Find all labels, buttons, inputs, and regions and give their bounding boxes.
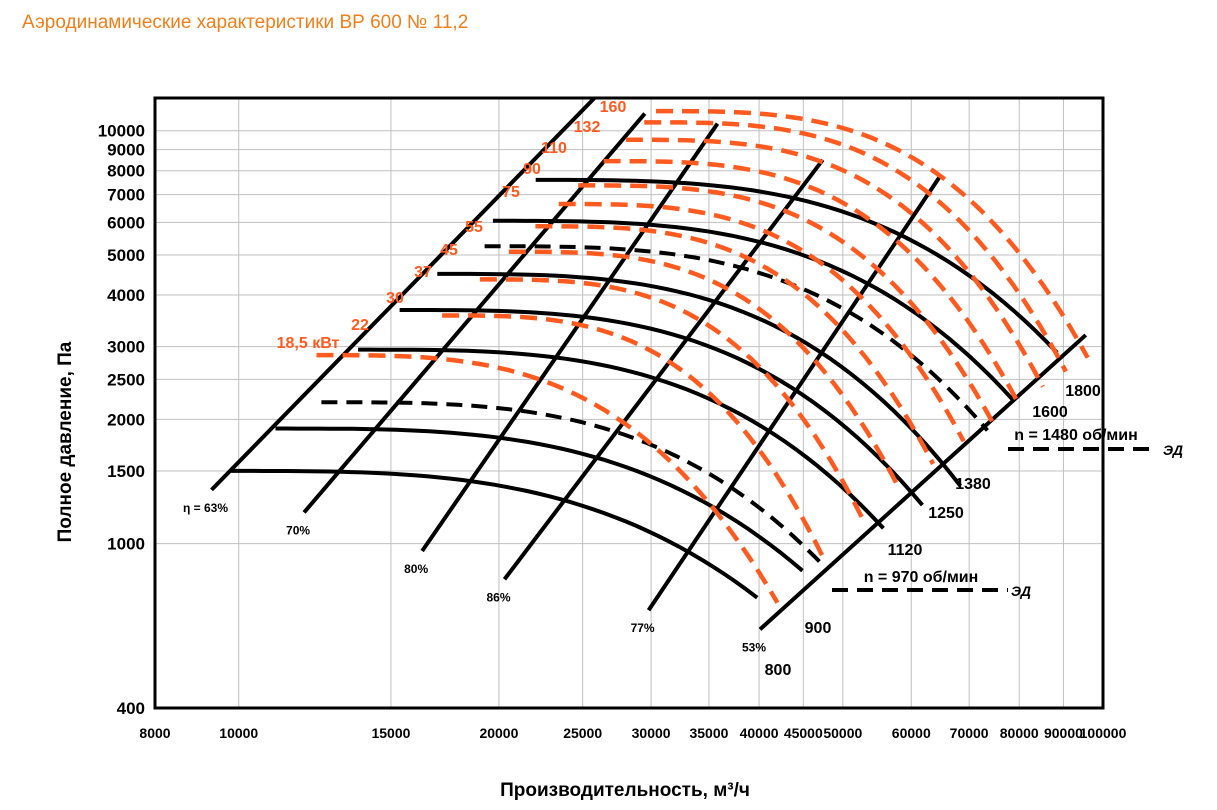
efficiency-label: 70% xyxy=(286,523,310,537)
motor-curve xyxy=(484,244,989,432)
power-label: 45 xyxy=(440,242,458,259)
y-tick-label: 8000 xyxy=(107,162,145,181)
efficiency-label: 86% xyxy=(486,590,510,604)
x-tick-label: 30000 xyxy=(632,725,671,741)
plot-frame xyxy=(153,96,1105,710)
speed-curve xyxy=(399,308,924,507)
y-tick-label: 6000 xyxy=(107,213,145,232)
power-label: 55 xyxy=(465,219,483,236)
power-curve xyxy=(625,137,1045,388)
power-label: 18,5 кВт xyxy=(277,335,340,352)
x-tick-label: 50000 xyxy=(823,725,862,741)
y-tick-label: 1000 xyxy=(107,535,145,554)
rpm-label: 1250 xyxy=(928,505,964,522)
motor-rpm-label: n = 970 об/мин xyxy=(864,569,979,586)
y-tick-label: 2000 xyxy=(107,410,145,429)
power-curve xyxy=(479,277,866,522)
x-tick-label: 40000 xyxy=(740,725,779,741)
efficiency-line xyxy=(758,333,1088,631)
y-tick-label: 4000 xyxy=(107,286,145,305)
rpm-label: 800 xyxy=(765,662,792,679)
power-label: 90 xyxy=(523,161,541,178)
rpm-label: 1800 xyxy=(1065,383,1101,400)
x-tick-label: 10000 xyxy=(219,725,258,741)
speed-curve xyxy=(358,347,885,530)
speed-curve xyxy=(535,177,1059,355)
power-label: 132 xyxy=(574,119,601,136)
power-label: 22 xyxy=(351,317,369,334)
power-label: 75 xyxy=(502,184,520,201)
x-tick-label: 25000 xyxy=(563,725,602,741)
x-axis-label: Производительность, м³/ч xyxy=(500,780,750,801)
y-tick-label: 7000 xyxy=(107,186,145,205)
x-tick-label: 60000 xyxy=(892,725,931,741)
y-tick-label: 3000 xyxy=(107,338,145,357)
y-axis-label: Полное давление, Па xyxy=(55,341,76,542)
efficiency-line xyxy=(502,158,825,581)
efficiency-line xyxy=(210,96,596,492)
power-curve xyxy=(535,224,936,465)
x-tick-label: 90000 xyxy=(1044,725,1083,741)
efficiency-line xyxy=(302,112,647,514)
efficiency-label: 77% xyxy=(631,621,655,635)
rpm-label: 1380 xyxy=(955,476,991,493)
motor-rpm-label: n = 1480 об/мин xyxy=(1014,427,1137,444)
y-tick-label: 9000 xyxy=(107,141,145,160)
power-label: 30 xyxy=(386,290,404,307)
x-tick-label: 100000 xyxy=(1080,725,1127,741)
motor-curves xyxy=(321,244,989,569)
power-curve xyxy=(644,120,1068,373)
motor-ed-label: ЭД xyxy=(1011,583,1031,599)
power-curve xyxy=(442,313,825,558)
x-tick-label: 70000 xyxy=(950,725,989,741)
y-tick-label: 10000 xyxy=(98,122,145,141)
power-curve xyxy=(558,201,966,443)
x-tick-label: 35000 xyxy=(689,725,728,741)
chart-title: Аэродинамические характеристики ВР 600 №… xyxy=(22,12,469,33)
x-tick-labels: 8000 10000 15000 20000 25000 30000 35000 40000 4… xyxy=(139,725,1126,741)
x-tick-label: 45000 xyxy=(784,725,823,741)
rpm-label: 1120 xyxy=(888,542,923,559)
power-label: 37 xyxy=(414,264,432,281)
efficiency-label: 80% xyxy=(404,562,428,576)
x-tick-label: 8000 xyxy=(139,725,170,741)
power-curves xyxy=(316,108,1090,604)
speed-curve xyxy=(437,271,962,488)
y-tick-label: 2500 xyxy=(107,370,145,389)
power-curve xyxy=(656,108,1090,359)
power-curve xyxy=(578,183,994,423)
speed-curve xyxy=(231,468,759,600)
efficiency-line xyxy=(646,174,943,612)
y-tick-label: 1500 xyxy=(107,462,145,481)
y-tick-labels: 400 1000 1500 2000 2500 3000 4000 5000 6000 7000 8… xyxy=(98,122,145,718)
motor-curve xyxy=(321,400,826,569)
power-curve xyxy=(316,352,780,604)
x-tick-label: 80000 xyxy=(1000,725,1039,741)
power-curve xyxy=(603,158,1021,405)
power-label: 110 xyxy=(541,140,567,157)
power-curve xyxy=(508,249,902,491)
x-tick-label: 20000 xyxy=(479,725,518,741)
y-tick-label: 5000 xyxy=(107,246,145,265)
x-tick-label: 15000 xyxy=(371,725,410,741)
efficiency-label: η = 63% xyxy=(183,501,228,515)
efficiency-label: 53% xyxy=(742,640,766,654)
power-label: 160 xyxy=(600,99,627,116)
rpm-label: 900 xyxy=(805,620,832,637)
y-tick-label: 400 xyxy=(117,699,145,718)
rpm-label: 1600 xyxy=(1032,404,1068,421)
motor-ed-label: ЭД xyxy=(1163,442,1183,458)
